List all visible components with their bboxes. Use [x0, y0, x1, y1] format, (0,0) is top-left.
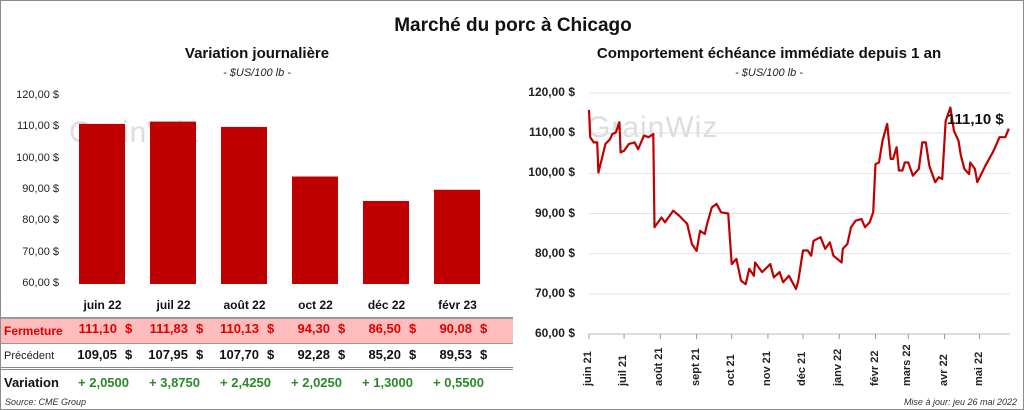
bar [363, 200, 409, 284]
table-cell: 107,95 [148, 347, 188, 362]
y-tick-label: 120,00 $ [528, 85, 575, 99]
table-cell: 85,20 [368, 347, 401, 362]
right-subtitle: Comportement échéance immédiate depuis 1… [596, 45, 942, 62]
category-label: févr 23 [438, 298, 477, 312]
x-tick-label: déc 21 [796, 351, 808, 386]
table-cell: 111,83 [149, 321, 188, 336]
table-cell: 89,53 [439, 347, 472, 362]
x-tick-label: nov 21 [760, 351, 773, 386]
table-cell: 110,13 [219, 321, 259, 336]
category-label: déc 22 [367, 298, 406, 312]
bar [150, 121, 196, 284]
row-label: Précédent [4, 350, 55, 362]
y-tick-label: 60,00 $ [534, 326, 575, 340]
currency-symbol: $ [125, 321, 133, 336]
table-cell: 111,10 [78, 321, 117, 336]
currency-symbol: $ [338, 321, 346, 336]
y-tick-label: 60,00 $ [22, 277, 59, 289]
category-label: oct 22 [298, 298, 333, 312]
currency-symbol: $ [480, 321, 488, 336]
currency-symbol: $ [480, 347, 488, 362]
table-cell: 86,50 [368, 321, 401, 336]
update-note: Mise à jour: jeu 26 mai 2022 [903, 397, 1017, 407]
row-label: Variation [4, 375, 59, 390]
category-label: août 22 [223, 298, 266, 312]
y-tick-label: 80,00 $ [22, 214, 59, 227]
table-cell: 107,70 [219, 347, 259, 362]
table-cell: + 1,3000 [362, 375, 413, 390]
bar [434, 189, 480, 284]
bar [292, 176, 338, 284]
table-cell: + 3,8750 [149, 375, 200, 390]
table-row-precedent: Précédent [1, 343, 513, 368]
y-tick-label: 90,00 $ [22, 183, 59, 195]
currency-symbol: $ [267, 321, 275, 336]
bar [221, 126, 267, 285]
y-tick-label: 100,00 $ [528, 165, 575, 180]
currency-symbol: $ [409, 321, 417, 336]
currency-symbol: $ [267, 347, 275, 362]
row-label: Fermeture [4, 324, 63, 338]
left-unit: - $US/100 lb - [223, 67, 291, 79]
x-tick-label: avr 22 [937, 354, 950, 386]
y-tick-label: 110,00 $ [16, 120, 59, 133]
category-label: juil 22 [156, 298, 191, 312]
right-unit: - $US/100 lb - [735, 67, 803, 79]
table-cell: + 2,0250 [291, 375, 342, 390]
y-tick-label: 70,00 $ [22, 245, 59, 258]
table-cell: + 0,5500 [433, 375, 484, 390]
y-tick-label: 120,00 $ [16, 89, 59, 101]
table-cell: 94,30 [297, 321, 330, 336]
x-tick-label: sept 21 [689, 348, 702, 386]
price-line [587, 106, 1010, 291]
x-tick-label: mars 22 [901, 344, 914, 386]
grainwiz-watermark-right: GrainWiz [587, 111, 719, 144]
y-tick-label: 100,00 $ [16, 151, 59, 164]
table-cell: 109,05 [77, 347, 117, 362]
table-cell: + 2,4250 [220, 375, 271, 390]
table-row-variation: Variation [1, 371, 513, 395]
x-tick-label: oct 21 [724, 354, 737, 386]
x-tick-label: févr 22 [868, 350, 881, 386]
x-tick-label: juin 21 [582, 351, 594, 386]
table-cell: 92,28 [297, 347, 330, 362]
category-label: juin 22 [83, 298, 122, 312]
currency-symbol: $ [196, 347, 204, 362]
table-divider [1, 367, 513, 370]
currency-symbol: $ [338, 347, 346, 362]
y-tick-label: 80,00 $ [534, 245, 575, 260]
y-tick-label: 110,00 $ [528, 125, 575, 140]
table-cell: 90,08 [439, 321, 472, 336]
currency-symbol: $ [125, 347, 133, 362]
left-subtitle: Variation journalière [184, 45, 330, 62]
x-tick-label: juil 21 [617, 354, 630, 386]
y-tick-label: 90,00 $ [534, 205, 575, 220]
bar [79, 123, 125, 285]
last-value-annotation: 111,10 $ [947, 111, 1004, 128]
x-tick-label: janv 22 [832, 348, 845, 386]
page-title: Marché du porc à Chicago [394, 15, 632, 36]
bar-chart [79, 121, 480, 285]
table-cell: + 2,0500 [78, 375, 129, 390]
table-row-fermeture: Fermeture [1, 317, 513, 343]
source-note: Source: CME Group [5, 397, 87, 407]
x-tick-label: mai 22 [972, 351, 985, 386]
y-tick-label: 70,00 $ [534, 285, 575, 300]
currency-symbol: $ [196, 321, 204, 336]
x-tick-label: août 21 [653, 347, 666, 386]
currency-symbol: $ [409, 347, 417, 362]
